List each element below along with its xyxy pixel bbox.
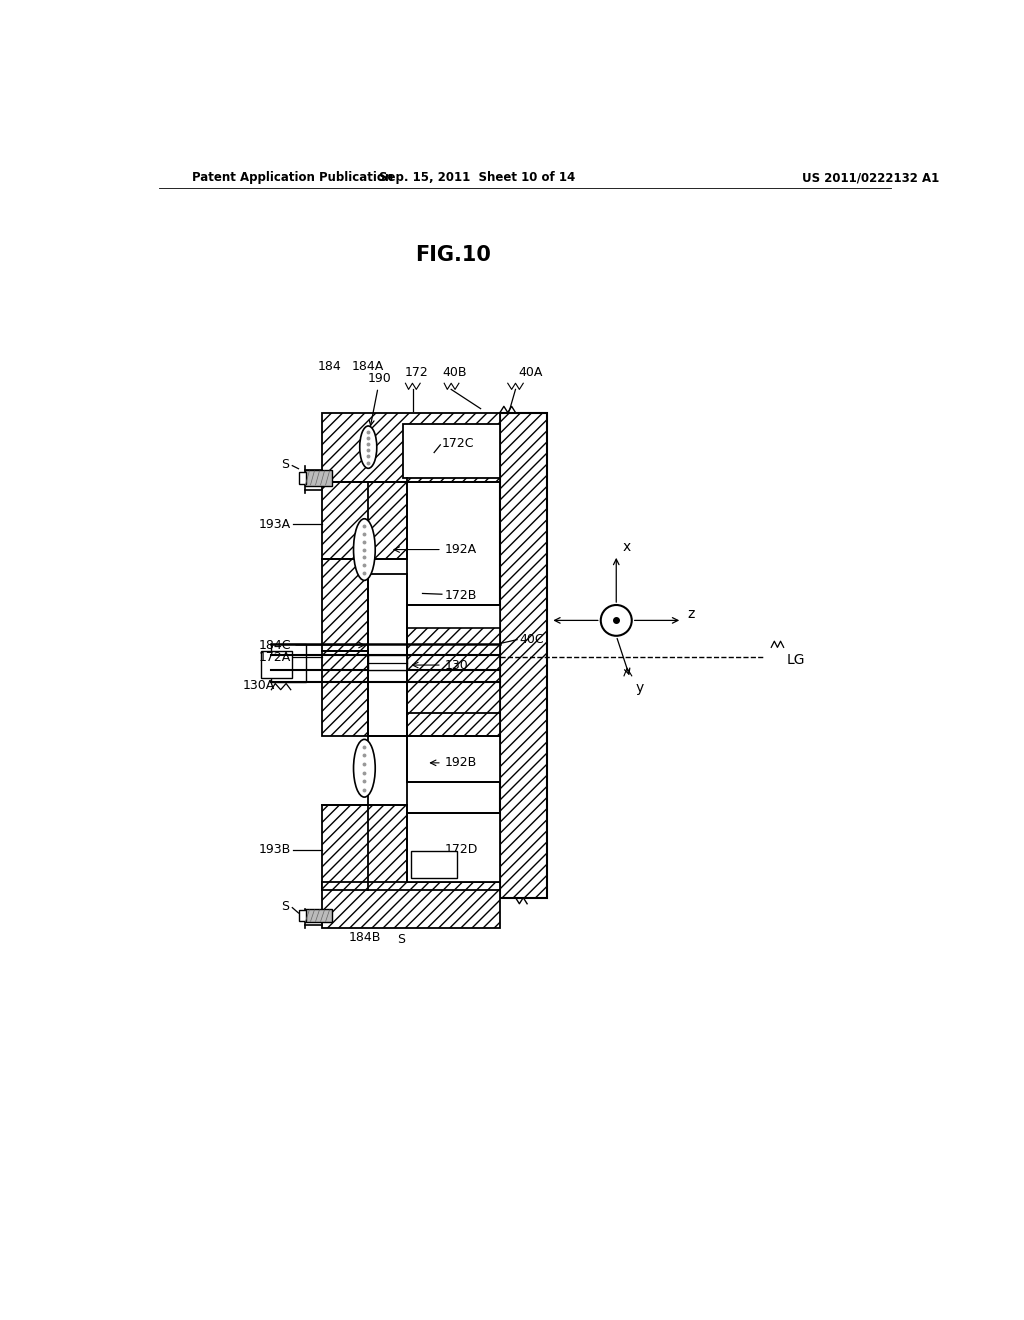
Text: US 2011/0222132 A1: US 2011/0222132 A1 [802,172,939,185]
Bar [261,651,292,678]
Bar [403,424,500,478]
Text: FIG.10: FIG.10 [416,244,492,264]
Bar [322,413,500,482]
Bar [305,470,332,486]
Bar [407,737,500,781]
Text: 172: 172 [404,366,428,379]
Bar [369,574,407,737]
Bar [305,909,332,923]
Text: z: z [687,607,695,622]
Bar [322,805,407,890]
Text: 130A: 130A [243,680,275,693]
Bar [299,909,306,921]
Text: 184A: 184A [352,360,384,372]
Bar [500,413,547,898]
Text: 40C: 40C [519,634,544,647]
Text: Sep. 15, 2011  Sheet 10 of 14: Sep. 15, 2011 Sheet 10 of 14 [379,172,574,185]
Bar [369,655,407,671]
Ellipse shape [353,519,375,581]
Bar [322,882,500,928]
Text: 192A: 192A [444,543,476,556]
Text: x: x [623,540,631,554]
Text: y: y [636,681,644,696]
Circle shape [601,605,632,636]
Text: 193B: 193B [258,843,291,857]
Bar [322,651,369,737]
Text: 172A: 172A [258,651,291,664]
Text: LG: LG [786,653,805,668]
Text: 190: 190 [368,372,392,425]
Ellipse shape [353,739,375,797]
Text: 172B: 172B [444,589,476,602]
Bar [411,851,458,878]
Text: 193A: 193A [259,517,291,531]
Text: S: S [282,900,289,913]
Text: S: S [282,458,289,471]
Text: S: S [397,933,404,946]
Text: 172C: 172C [442,437,474,450]
Bar [299,471,306,484]
Text: Patent Application Publication: Patent Application Publication [191,172,393,185]
Text: 130: 130 [444,659,468,672]
Ellipse shape [359,426,377,469]
Text: 192B: 192B [444,756,476,770]
Text: 172D: 172D [444,843,477,857]
Bar [407,605,500,628]
Text: 184B: 184B [348,931,381,944]
Bar [322,558,369,651]
Text: 40B: 40B [442,366,467,379]
Bar [322,482,407,558]
Bar [407,713,500,737]
Bar [407,605,500,737]
Text: 184C: 184C [258,639,291,652]
Text: 40A: 40A [519,366,543,379]
Bar [271,644,306,682]
Bar [407,813,500,882]
Text: 184: 184 [317,360,341,372]
